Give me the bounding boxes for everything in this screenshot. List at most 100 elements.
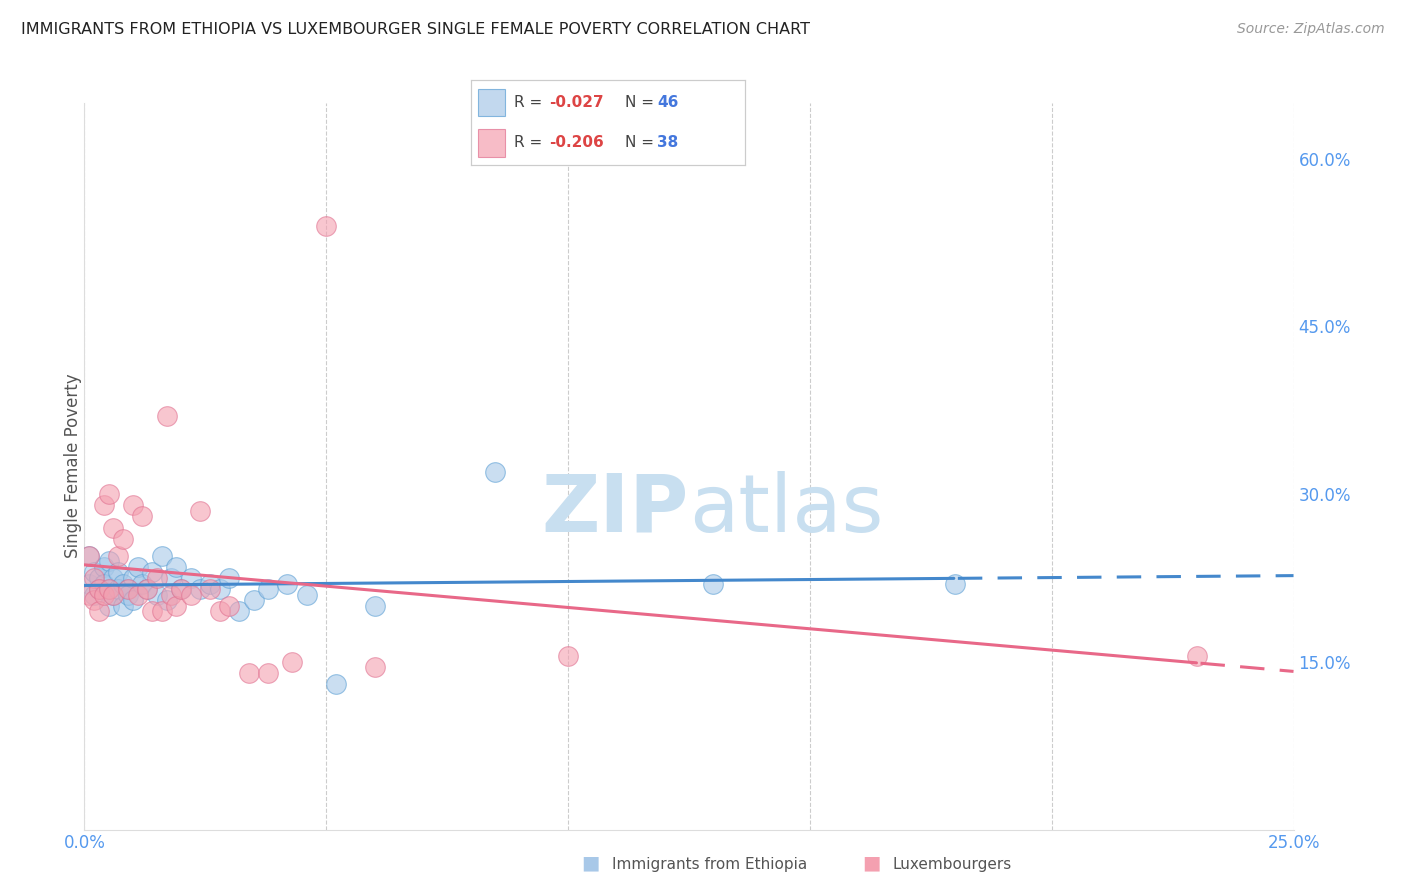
Text: ■: ■ bbox=[862, 854, 882, 872]
Point bbox=[242, 593, 264, 607]
Point bbox=[150, 549, 173, 563]
Point bbox=[93, 559, 115, 574]
Point bbox=[77, 588, 100, 602]
Point bbox=[180, 571, 202, 585]
Point bbox=[112, 576, 135, 591]
Point bbox=[136, 582, 159, 596]
Point bbox=[257, 665, 280, 680]
Point bbox=[170, 582, 193, 596]
Point bbox=[83, 566, 105, 580]
Point bbox=[131, 509, 153, 524]
Point bbox=[141, 566, 163, 580]
Point bbox=[103, 571, 125, 585]
Text: ■: ■ bbox=[581, 854, 600, 872]
Point bbox=[103, 520, 125, 534]
Point bbox=[238, 665, 260, 680]
Point bbox=[1185, 649, 1208, 664]
Point bbox=[77, 549, 100, 563]
Point bbox=[127, 559, 149, 574]
Point bbox=[121, 571, 143, 585]
Point bbox=[121, 498, 143, 512]
Point bbox=[363, 660, 385, 674]
Point bbox=[131, 576, 153, 591]
Point bbox=[97, 582, 120, 596]
Point bbox=[160, 571, 183, 585]
Point bbox=[97, 599, 120, 613]
Point bbox=[218, 571, 240, 585]
Point bbox=[198, 576, 221, 591]
Point bbox=[107, 549, 129, 563]
Point bbox=[87, 605, 110, 619]
Point bbox=[83, 571, 105, 585]
Point bbox=[363, 599, 385, 613]
Text: R =: R = bbox=[513, 95, 547, 110]
Point bbox=[93, 498, 115, 512]
Point bbox=[325, 677, 347, 691]
Point bbox=[160, 588, 183, 602]
Text: atlas: atlas bbox=[689, 471, 883, 549]
Point bbox=[127, 588, 149, 602]
Point bbox=[107, 582, 129, 596]
Point bbox=[97, 582, 120, 596]
Point bbox=[146, 588, 169, 602]
Point bbox=[136, 582, 159, 596]
Text: 38: 38 bbox=[658, 136, 679, 151]
Point bbox=[943, 576, 966, 591]
Text: ZIP: ZIP bbox=[541, 471, 689, 549]
Point bbox=[295, 588, 318, 602]
Point bbox=[170, 582, 193, 596]
Point bbox=[165, 559, 187, 574]
Point bbox=[117, 582, 139, 596]
Text: 46: 46 bbox=[658, 95, 679, 110]
Text: IMMIGRANTS FROM ETHIOPIA VS LUXEMBOURGER SINGLE FEMALE POVERTY CORRELATION CHART: IMMIGRANTS FROM ETHIOPIA VS LUXEMBOURGER… bbox=[21, 22, 810, 37]
Point bbox=[165, 599, 187, 613]
Point bbox=[218, 599, 240, 613]
Point bbox=[97, 487, 120, 501]
Point bbox=[93, 588, 115, 602]
Text: -0.206: -0.206 bbox=[550, 136, 605, 151]
Point bbox=[281, 655, 304, 669]
Point bbox=[103, 588, 125, 602]
Point bbox=[208, 582, 231, 596]
Text: N =: N = bbox=[624, 95, 658, 110]
Point bbox=[315, 219, 337, 233]
Point bbox=[702, 576, 724, 591]
Point bbox=[146, 571, 169, 585]
Text: -0.027: -0.027 bbox=[550, 95, 603, 110]
Text: R =: R = bbox=[513, 136, 547, 151]
Point bbox=[484, 465, 506, 479]
Bar bbox=[478, 129, 505, 157]
Point bbox=[83, 593, 105, 607]
Point bbox=[228, 605, 250, 619]
Y-axis label: Single Female Poverty: Single Female Poverty bbox=[65, 374, 82, 558]
Text: Immigrants from Ethiopia: Immigrants from Ethiopia bbox=[612, 857, 807, 872]
Point bbox=[276, 576, 298, 591]
Point bbox=[198, 582, 221, 596]
Text: N =: N = bbox=[624, 136, 658, 151]
Point bbox=[112, 532, 135, 546]
Point bbox=[93, 576, 115, 591]
Point bbox=[107, 566, 129, 580]
Point bbox=[112, 599, 135, 613]
Point bbox=[77, 576, 100, 591]
Point bbox=[180, 588, 202, 602]
Point bbox=[77, 549, 100, 563]
Point bbox=[257, 582, 280, 596]
Point bbox=[97, 554, 120, 568]
Point bbox=[87, 582, 110, 596]
Text: Source: ZipAtlas.com: Source: ZipAtlas.com bbox=[1237, 22, 1385, 37]
Point bbox=[190, 582, 212, 596]
Point bbox=[103, 588, 125, 602]
Point bbox=[117, 588, 139, 602]
Point bbox=[117, 582, 139, 596]
Point bbox=[155, 409, 177, 423]
Point bbox=[155, 593, 177, 607]
Point bbox=[208, 605, 231, 619]
Text: Luxembourgers: Luxembourgers bbox=[893, 857, 1012, 872]
Point bbox=[121, 593, 143, 607]
Bar bbox=[478, 89, 505, 116]
Point bbox=[141, 605, 163, 619]
Point bbox=[87, 582, 110, 596]
Point bbox=[190, 504, 212, 518]
Point bbox=[87, 571, 110, 585]
